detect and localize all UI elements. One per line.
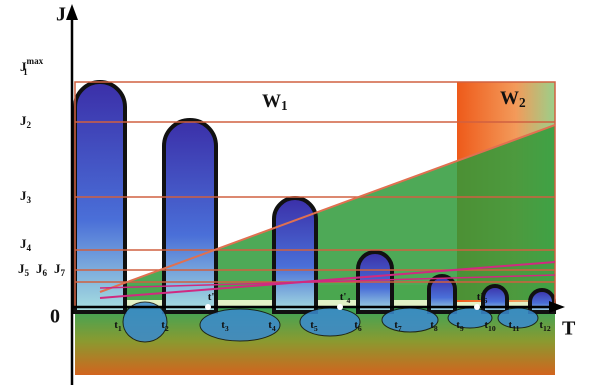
y-label: Jmax 1	[20, 56, 44, 77]
event-dot	[337, 304, 343, 310]
lower-lobe	[299, 307, 361, 337]
y-label-symbol: J	[18, 261, 25, 276]
y-label-sub: 5	[25, 268, 30, 278]
y-label: J7	[54, 261, 66, 278]
t-label-sub: 4	[272, 324, 276, 333]
t-label-symbol: t	[456, 319, 460, 331]
t-label: t6	[354, 319, 362, 333]
region-label-sub: 2	[519, 95, 526, 110]
t-label: t2	[161, 319, 169, 333]
t-prime-label-sub: 2	[214, 296, 218, 305]
lobe	[481, 284, 509, 314]
pink-line	[99, 274, 556, 289]
t-prime-label-symbol: t'	[208, 291, 215, 303]
rising-line	[99, 124, 556, 293]
t-prime-label-symbol: t'	[340, 291, 347, 303]
t-label: t4	[268, 319, 276, 333]
t-label-sub: 3	[225, 324, 229, 333]
t-label: t9	[456, 319, 464, 333]
y-label-symbol: J	[20, 113, 27, 128]
y-label-sub: 2	[27, 120, 32, 130]
t-label-symbol: t	[509, 319, 513, 331]
t-label: t3	[221, 319, 229, 333]
t-label: t8	[430, 319, 438, 333]
y-label-sub: 1	[23, 67, 28, 77]
y-label-sub: 3	[27, 195, 32, 205]
y-axis-label: J	[56, 4, 66, 26]
t-prime-label: t'2	[208, 291, 219, 305]
lobe	[162, 118, 218, 314]
t-label-sub: 11	[512, 324, 519, 333]
x-arrow	[549, 301, 565, 313]
y-label: J4	[20, 236, 32, 253]
t-prime-label-sub: 6	[483, 296, 487, 305]
t-label: t7	[394, 319, 402, 333]
y-label-symbol: J	[20, 59, 27, 74]
t-label-sub: 12	[543, 324, 551, 333]
y-label: J5	[18, 261, 30, 278]
t-label-sub: 10	[488, 324, 496, 333]
event-dot	[205, 304, 211, 310]
y-label-symbol: J	[20, 236, 27, 251]
lower-lobe	[199, 308, 281, 342]
t-label: t11	[509, 319, 520, 333]
t-label-symbol: t	[430, 319, 434, 331]
region-label: W1	[262, 91, 288, 113]
x-axis-label: T	[562, 318, 576, 340]
y-label-sub: 6	[43, 268, 48, 278]
t-label: t12	[539, 319, 551, 333]
t-label: t1	[114, 319, 122, 333]
region-label-symbol: W	[262, 91, 281, 112]
y-label-symbol: J	[54, 261, 61, 276]
t-label-symbol: t	[394, 319, 398, 331]
y-label-symbol: J	[36, 261, 43, 276]
t-label-symbol: t	[484, 319, 488, 331]
t-label-sub: 2	[165, 324, 169, 333]
region-label: W2	[500, 88, 526, 110]
t-prime-label: t'6	[477, 291, 488, 305]
origin-label: 0	[50, 306, 60, 328]
t-prime-label-symbol: t'	[477, 291, 484, 303]
t-prime-label: t'4	[340, 291, 351, 305]
lower-lobe	[122, 301, 168, 343]
t-label-sub: 1	[118, 324, 122, 333]
y-label: J2	[20, 113, 32, 130]
t-label: t10	[484, 319, 496, 333]
t-label-symbol: t	[268, 319, 272, 331]
y-arrow	[66, 4, 78, 20]
t-label-sub: 5	[314, 324, 318, 333]
t-label-symbol: t	[161, 319, 165, 331]
t-label-sub: 9	[460, 324, 464, 333]
t-label-symbol: t	[539, 319, 543, 331]
t-label-symbol: t	[310, 319, 314, 331]
y-label-symbol: J	[20, 188, 27, 203]
y-label-sub: 4	[27, 243, 32, 253]
y-label-sub: 7	[61, 268, 66, 278]
region-label-symbol: W	[500, 88, 519, 109]
y-label-sup: max	[27, 56, 44, 66]
y-label: J6	[36, 261, 48, 278]
y-label: J3	[20, 188, 32, 205]
lobe	[427, 274, 457, 314]
t-label-symbol: t	[221, 319, 225, 331]
pink-line	[99, 261, 556, 299]
region-label-sub: 1	[281, 98, 288, 113]
t-label-symbol: t	[114, 319, 118, 331]
t-label: t5	[310, 319, 318, 333]
t-prime-label-sub: 4	[346, 296, 350, 305]
t-label-sub: 7	[398, 324, 402, 333]
t-label-symbol: t	[354, 319, 358, 331]
t-label-sub: 6	[358, 324, 362, 333]
t-label-sub: 8	[434, 324, 438, 333]
event-dot	[474, 304, 480, 310]
